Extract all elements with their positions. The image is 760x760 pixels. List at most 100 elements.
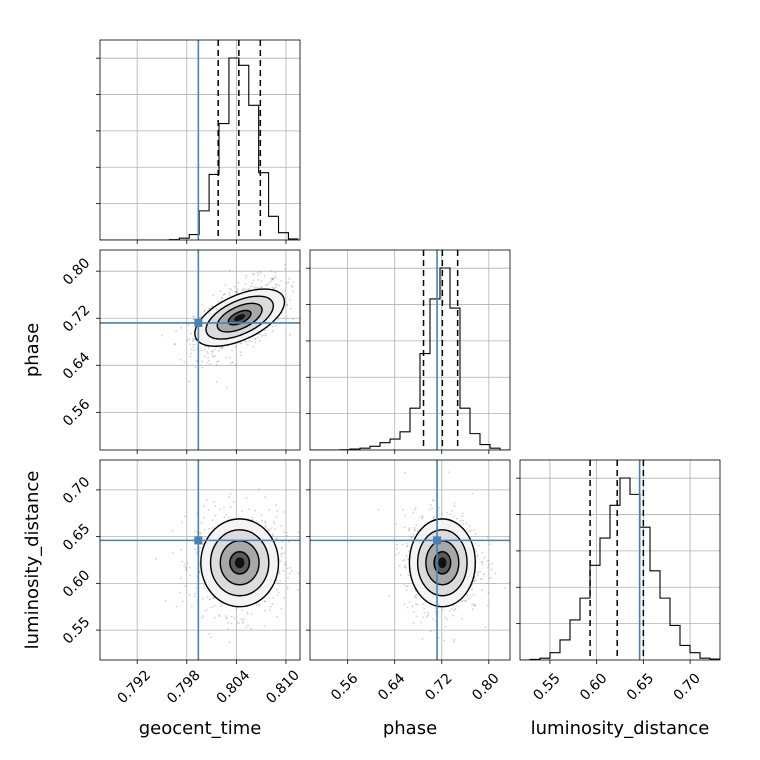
density-point	[189, 574, 191, 577]
density-point	[190, 332, 193, 335]
density-point	[256, 271, 259, 274]
density-point	[431, 618, 434, 621]
density-point	[227, 516, 230, 519]
density-point	[272, 277, 275, 280]
density-point	[192, 315, 194, 318]
density-point	[227, 627, 229, 630]
density-point	[164, 599, 167, 602]
density-point	[297, 572, 300, 575]
density-point	[193, 595, 196, 598]
density-point	[453, 609, 456, 611]
density-point	[286, 588, 289, 591]
histogram-phase	[310, 267, 510, 450]
density-point	[240, 342, 243, 345]
density-point	[228, 356, 231, 359]
density-point	[224, 283, 227, 286]
density-point	[414, 506, 417, 509]
density-point	[276, 509, 278, 512]
density-point	[203, 345, 206, 348]
density-point	[183, 361, 186, 364]
density-point	[399, 574, 402, 576]
density-point	[212, 355, 215, 358]
density-point	[408, 527, 411, 529]
density-point	[275, 325, 278, 327]
density-fill	[234, 557, 245, 569]
density-point	[219, 347, 222, 350]
density-point	[486, 559, 489, 562]
density-point	[173, 343, 176, 346]
density-point	[212, 597, 215, 600]
density-point	[214, 505, 217, 508]
density-point	[230, 622, 233, 625]
density-point	[444, 616, 447, 619]
contour-line	[433, 551, 452, 575]
density-point	[203, 348, 206, 351]
density-point	[259, 272, 262, 274]
x-tick-label: 0.792	[115, 667, 155, 707]
density-point	[244, 283, 247, 285]
density-point	[453, 505, 456, 507]
density-point	[488, 577, 491, 580]
density-point	[250, 285, 252, 288]
density-point	[203, 528, 206, 531]
density-point	[421, 517, 423, 520]
density-point	[248, 508, 251, 511]
density-point	[407, 574, 410, 577]
density-point	[184, 585, 187, 587]
density-point	[272, 287, 275, 290]
density-point	[192, 318, 195, 321]
density-point	[468, 524, 471, 527]
contour-line	[194, 288, 286, 347]
density-point	[275, 283, 278, 286]
density-point	[236, 288, 239, 290]
density-point	[207, 528, 210, 530]
density-point	[297, 588, 299, 591]
density-point	[465, 600, 467, 602]
density-point	[254, 341, 257, 344]
density-point	[483, 556, 486, 559]
density-point	[287, 281, 290, 284]
panel-luminosity_distance-vs-geocent_time	[96, 459, 301, 664]
panel-frame	[519, 459, 721, 661]
density-point	[269, 592, 272, 595]
truth-marker	[194, 536, 203, 545]
density-point	[394, 553, 397, 556]
density-point	[466, 594, 468, 597]
density-point	[211, 519, 214, 522]
density-point	[230, 362, 232, 365]
density-point	[208, 307, 210, 310]
density-point	[451, 509, 454, 512]
density-point	[201, 366, 204, 369]
density-point	[270, 277, 273, 280]
density-point	[252, 279, 255, 282]
density-point	[408, 600, 411, 603]
density-point	[264, 600, 266, 603]
density-point	[181, 560, 184, 563]
density-point	[203, 516, 206, 519]
density-point	[212, 596, 215, 599]
density-point	[198, 571, 201, 573]
density-point	[199, 547, 202, 549]
density-point	[403, 559, 406, 561]
density-point	[406, 544, 409, 547]
density-point	[257, 336, 260, 339]
density-point	[405, 585, 408, 588]
density-point	[209, 363, 211, 365]
density-point	[278, 571, 281, 573]
density-point	[403, 565, 406, 567]
density-point	[479, 570, 481, 573]
density-point	[254, 287, 257, 290]
density-point	[262, 334, 265, 337]
density-point	[291, 318, 294, 321]
density-point	[212, 501, 215, 503]
density-point	[234, 363, 237, 366]
density-point	[444, 625, 447, 628]
density-point	[240, 618, 243, 621]
density-point	[202, 597, 204, 600]
density-point	[279, 525, 282, 528]
density-point	[460, 600, 463, 603]
density-point	[281, 552, 283, 555]
density-point	[272, 596, 275, 599]
density-point	[264, 496, 267, 499]
density-point	[260, 286, 262, 289]
